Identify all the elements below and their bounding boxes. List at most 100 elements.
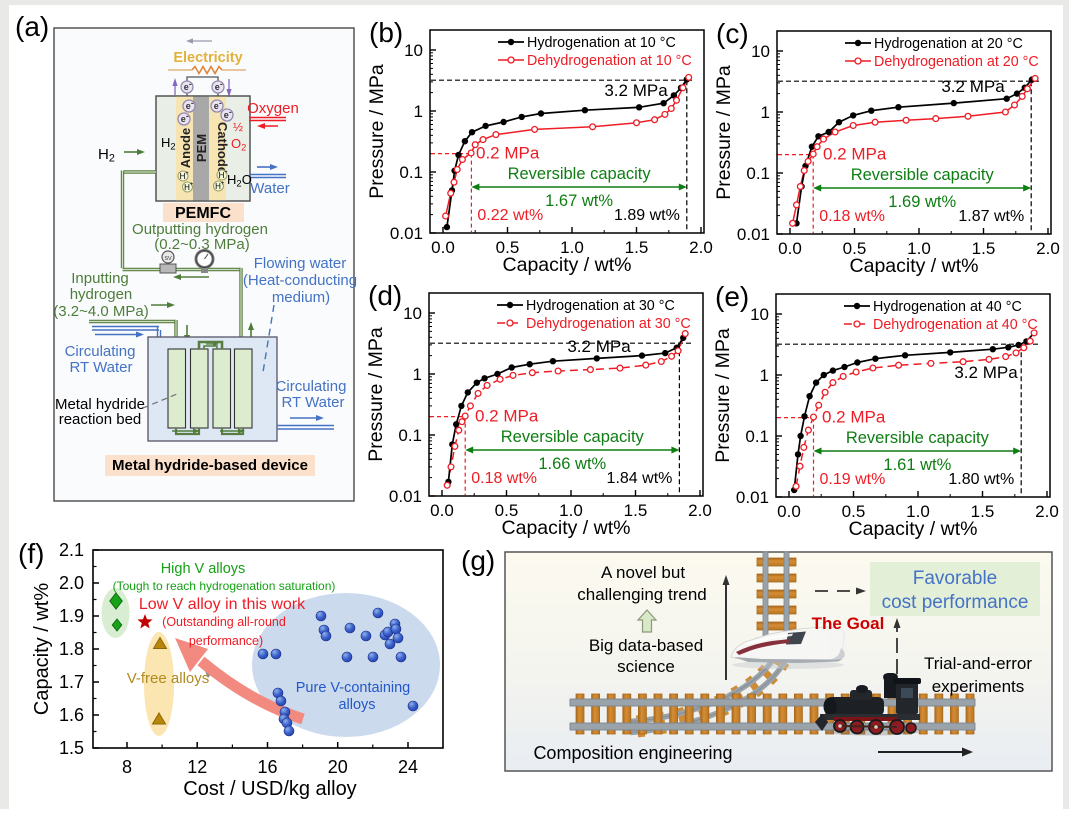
svg-text:(c): (c) (716, 18, 749, 49)
svg-text:Hydrogenation at 20 °C: Hydrogenation at 20 °C (874, 36, 1023, 52)
svg-text:0.22 wt%: 0.22 wt% (477, 207, 543, 224)
svg-text:The Goal: The Goal (812, 614, 885, 633)
svg-text:1.9: 1.9 (59, 606, 84, 626)
svg-text:Reversible capacity: Reversible capacity (846, 429, 990, 447)
svg-text:(d): (d) (368, 280, 402, 311)
svg-text:Cost / USD/kg alloy: Cost / USD/kg alloy (183, 778, 356, 800)
svg-text:+: + (221, 181, 225, 187)
svg-text:H: H (215, 182, 221, 191)
svg-text:Pressure / MPa: Pressure / MPa (366, 64, 388, 199)
svg-text:Big data-based: Big data-based (589, 636, 703, 655)
svg-text:1.84 wt%: 1.84 wt% (607, 470, 673, 487)
svg-text:e: e (224, 110, 229, 120)
svg-text:e: e (181, 114, 186, 124)
svg-text:Inputting: Inputting (71, 270, 129, 287)
svg-text:3.2 MPa: 3.2 MPa (567, 337, 631, 356)
svg-text:0.0: 0.0 (431, 238, 455, 257)
svg-text:1.89 wt%: 1.89 wt% (614, 207, 680, 224)
svg-text:RT Water: RT Water (69, 359, 132, 376)
svg-text:0.01: 0.01 (737, 225, 770, 244)
svg-text:0.2 MPa: 0.2 MPa (823, 145, 887, 164)
svg-text:1.5: 1.5 (971, 502, 995, 521)
svg-text:12: 12 (187, 757, 207, 777)
svg-text:1.0: 1.0 (560, 238, 584, 257)
svg-text:Dehydrogenation at 20 °C: Dehydrogenation at 20 °C (874, 54, 1039, 70)
svg-text:e: e (184, 82, 189, 92)
svg-text:Hydrogenation at 40 °C: Hydrogenation at 40 °C (873, 299, 1022, 315)
svg-text:Favorable: Favorable (913, 568, 998, 589)
svg-text:0.5: 0.5 (843, 239, 867, 258)
svg-text:V-free alloys: V-free alloys (127, 670, 210, 687)
svg-text:0.18 wt%: 0.18 wt% (819, 208, 885, 225)
svg-text:1.69 wt%: 1.69 wt% (888, 193, 956, 211)
svg-text:Hydrogenation at 30 °C: Hydrogenation at 30 °C (526, 298, 675, 314)
svg-text:SV: SV (164, 256, 172, 262)
svg-text:10: 10 (404, 41, 423, 60)
svg-text:Composition engineering: Composition engineering (533, 743, 732, 763)
svg-text:Pressure / MPa: Pressure / MPa (712, 328, 734, 463)
svg-text:e: e (186, 101, 191, 111)
svg-text:Capacity / wt%: Capacity / wt% (849, 518, 978, 540)
svg-text:cost performance: cost performance (882, 592, 1029, 613)
svg-text:1: 1 (413, 365, 422, 384)
svg-text:(Tough to reach hydrogenation: (Tough to reach hydrogenation saturation… (113, 579, 336, 593)
svg-text:Water: Water (250, 180, 289, 197)
svg-text:Pressure / MPa: Pressure / MPa (713, 65, 735, 200)
svg-text:RT Water: RT Water (281, 394, 344, 411)
svg-text:reaction bed: reaction bed (59, 411, 142, 428)
svg-text:0.1: 0.1 (399, 163, 423, 182)
svg-text:e: e (214, 101, 219, 111)
svg-text:Electricity: Electricity (173, 50, 242, 66)
svg-text:0.2 MPa: 0.2 MPa (476, 144, 540, 163)
svg-text:1.8: 1.8 (59, 639, 84, 659)
svg-text:2.0: 2.0 (1035, 502, 1059, 521)
svg-text:Low V alloy in this work: Low V alloy in this work (139, 596, 306, 613)
svg-text:Capacity / wt%: Capacity / wt% (503, 254, 632, 276)
svg-text:Anode: Anode (178, 128, 193, 168)
svg-text:16: 16 (257, 757, 277, 777)
svg-text:e: e (215, 82, 220, 92)
svg-text:Dehydrogenation at 10 °C: Dehydrogenation at 10 °C (527, 53, 692, 69)
svg-text:0.1: 0.1 (746, 164, 770, 183)
svg-text:3.2 MPa: 3.2 MPa (954, 363, 1018, 382)
svg-text:challenging trend: challenging trend (577, 585, 706, 604)
svg-text:Reversible capacity: Reversible capacity (508, 165, 652, 183)
svg-text:1.0: 1.0 (907, 239, 931, 258)
svg-text:Capacity / wt%: Capacity / wt% (31, 583, 53, 715)
svg-text:H2O: H2O (227, 172, 252, 190)
svg-text:science: science (617, 657, 675, 676)
svg-text:Circulating: Circulating (65, 343, 136, 360)
svg-text:Hydrogenation at 10 °C: Hydrogenation at 10 °C (527, 35, 676, 51)
svg-text:10: 10 (750, 305, 769, 324)
svg-text:3.2 MPa: 3.2 MPa (604, 81, 668, 100)
svg-text:Trial-and-error: Trial-and-error (924, 654, 1032, 673)
svg-text:(b): (b) (369, 17, 403, 48)
svg-text:Cathode: Cathode (215, 122, 230, 174)
svg-text:2.0: 2.0 (59, 573, 84, 593)
svg-text:medium): medium) (272, 289, 330, 306)
svg-text:0.19 wt%: 0.19 wt% (820, 471, 886, 488)
svg-text:+: + (224, 170, 228, 176)
svg-text:2.0: 2.0 (1036, 239, 1060, 258)
svg-text:0.1: 0.1 (398, 426, 422, 445)
svg-text:High V alloys: High V alloys (161, 561, 246, 577)
svg-text:Capacity / wt%: Capacity / wt% (502, 517, 631, 539)
svg-text:(a): (a) (15, 11, 49, 42)
svg-text:1: 1 (760, 366, 769, 385)
svg-text:0.18 wt%: 0.18 wt% (471, 470, 537, 487)
svg-text:Circulating: Circulating (276, 378, 347, 395)
svg-text:0.0: 0.0 (778, 239, 802, 258)
svg-text:alloys: alloys (338, 697, 375, 713)
svg-text:hydrogen: hydrogen (70, 286, 133, 303)
svg-text:0.01: 0.01 (389, 487, 422, 506)
svg-text:Metal hydride: Metal hydride (55, 396, 145, 413)
svg-text:Pure V-containing: Pure V-containing (296, 680, 410, 696)
svg-text:1: 1 (761, 103, 770, 122)
svg-text:(3.2~4.0 MPa): (3.2~4.0 MPa) (53, 303, 148, 320)
svg-text:H: H (219, 171, 225, 180)
svg-text:0.2 MPa: 0.2 MPa (822, 408, 886, 427)
svg-text:+: + (190, 182, 194, 188)
svg-text:1.0: 1.0 (906, 502, 930, 521)
svg-text:PEM: PEM (194, 134, 209, 162)
svg-text:(g): (g) (461, 545, 495, 576)
